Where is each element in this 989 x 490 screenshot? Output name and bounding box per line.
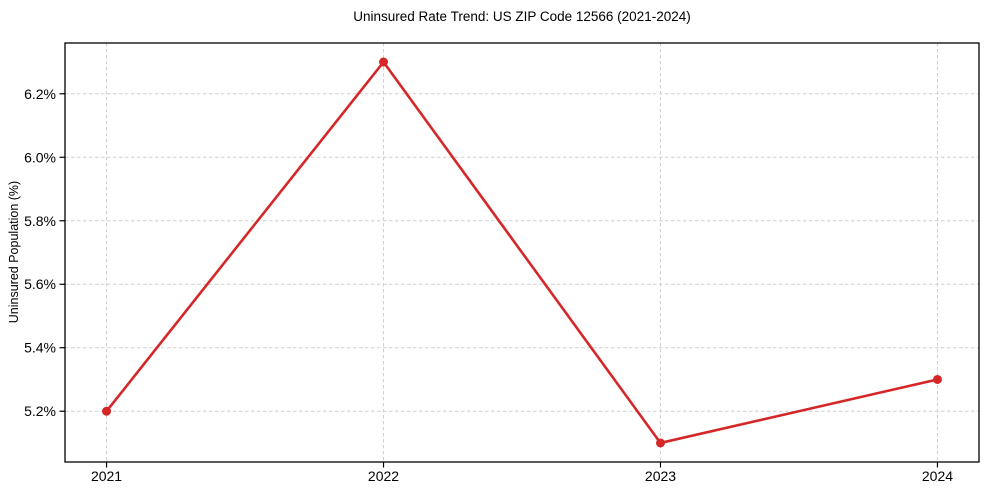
y-tick-label: 5.6% — [24, 276, 56, 292]
x-tick-label: 2022 — [368, 468, 399, 484]
trend-line — [105, 60, 939, 445]
y-tick-label: 6.2% — [24, 86, 56, 102]
x-tick-label: 2023 — [645, 468, 676, 484]
plot-border — [64, 42, 980, 463]
x-tick-label: 2024 — [922, 468, 953, 484]
data-point-marker — [655, 438, 665, 448]
chart-title: Uninsured Rate Trend: US ZIP Code 12566 … — [353, 9, 691, 24]
data-point-marker — [102, 406, 112, 416]
y-tick-label: 6.0% — [24, 149, 56, 165]
x-tick-label: 2021 — [91, 468, 122, 484]
data-point-marker — [932, 374, 942, 384]
y-tick-label: 5.8% — [24, 213, 56, 229]
data-point-marker — [379, 57, 389, 67]
y-tick-label: 5.4% — [24, 340, 56, 356]
y-tick-label: 5.2% — [24, 403, 56, 419]
